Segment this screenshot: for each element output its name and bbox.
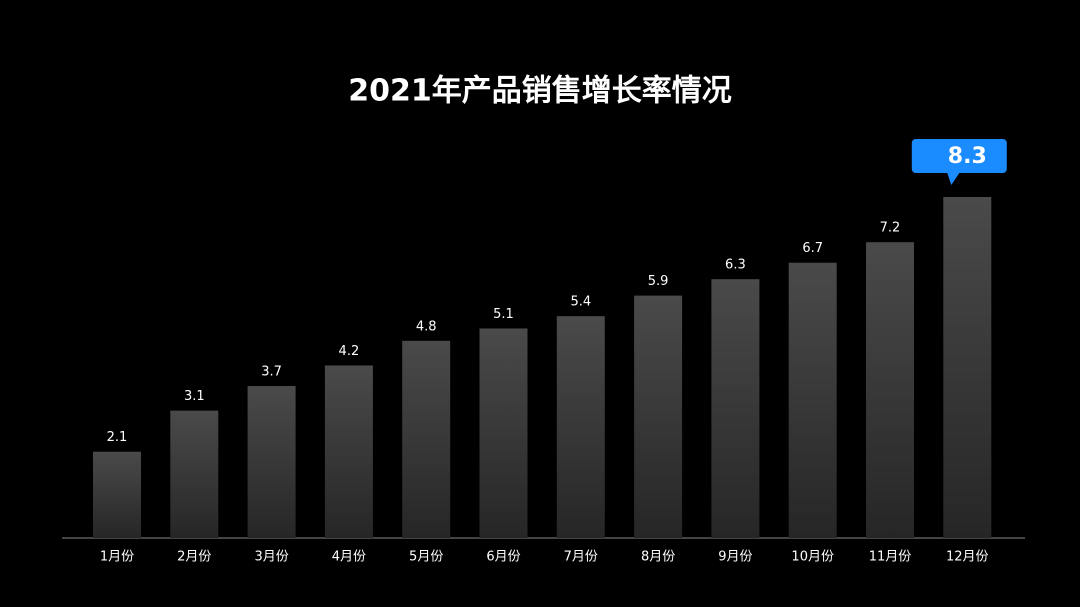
chart-title: 2021年产品销售增长率情况 — [348, 74, 732, 109]
x-tick-label: 12月份 — [946, 550, 989, 565]
x-tick-label: 3月份 — [254, 550, 288, 565]
bar — [711, 279, 760, 538]
bar — [93, 451, 141, 538]
x-tick-label: 6月份 — [486, 550, 520, 565]
bar — [556, 316, 605, 538]
value-label: 4.8 — [416, 319, 437, 334]
value-label: 5.4 — [570, 295, 591, 310]
value-label: 3.7 — [261, 364, 282, 379]
bar — [247, 385, 296, 538]
value-label: 7.2 — [880, 221, 901, 236]
value-label: 6.3 — [725, 258, 746, 273]
bar — [634, 295, 683, 538]
x-tick-label: 2月份 — [177, 550, 211, 565]
value-label: 2.1 — [107, 430, 128, 445]
x-tick-label: 7月份 — [564, 550, 598, 565]
value-label: 6.7 — [802, 241, 823, 256]
x-tick-label: 9月份 — [718, 550, 752, 565]
value-label: 8.3 — [948, 144, 987, 169]
value-label: 3.1 — [184, 389, 205, 404]
value-label: 5.9 — [648, 274, 669, 289]
x-tick-label: 1月份 — [100, 550, 134, 565]
bar — [479, 328, 528, 538]
bar — [943, 197, 992, 538]
value-label: 4.2 — [339, 344, 360, 359]
bar — [402, 340, 451, 538]
x-tick-label: 8月份 — [641, 550, 675, 565]
value-label: 5.1 — [493, 307, 514, 322]
callout — [911, 139, 1007, 185]
bar — [324, 365, 373, 538]
x-tick-label: 5月份 — [409, 550, 443, 565]
bar — [170, 410, 219, 538]
x-tick-label: 11月份 — [869, 550, 912, 565]
bar — [866, 242, 914, 539]
x-tick-label: 10月份 — [791, 550, 834, 565]
x-tick-label: 4月份 — [332, 550, 366, 565]
bar — [788, 262, 837, 538]
